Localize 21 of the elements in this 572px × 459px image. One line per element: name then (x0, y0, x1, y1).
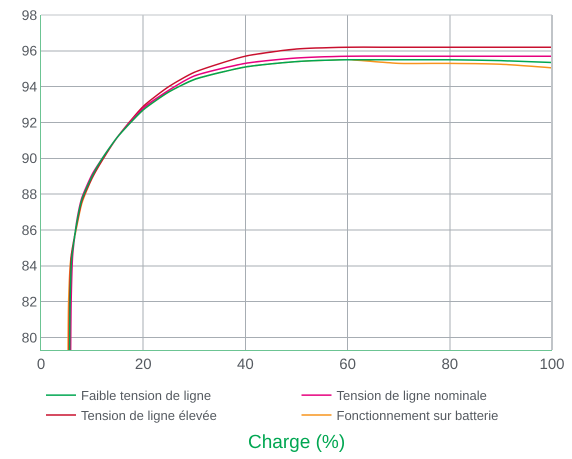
x-tick-label: 80 (441, 356, 458, 373)
y-tick-label: 80 (22, 329, 38, 346)
y-tick-label: 92 (22, 114, 38, 130)
y-tick-label: 86 (22, 222, 38, 238)
x-tick-label: 100 (539, 356, 565, 373)
y-tick-label: 98 (22, 6, 38, 23)
y-tick-label: 94 (22, 78, 38, 95)
legend-label: Fonctionnement sur batterie (336, 408, 498, 424)
y-tick-label: 84 (22, 258, 38, 274)
legend-label: Faible tension de ligne (81, 388, 212, 404)
x-axis-title: Charge (%) (248, 432, 346, 453)
y-tick-label: 90 (22, 150, 38, 166)
x-tick-label: 40 (237, 356, 254, 373)
y-tick-label: 88 (22, 186, 38, 202)
x-tick-label: 60 (339, 356, 356, 373)
x-tick-label: 0 (36, 356, 46, 373)
y-tick-label: 96 (22, 42, 38, 59)
y-tick-label: 82 (22, 294, 38, 310)
x-tick-label: 20 (134, 356, 152, 373)
legend-label: Tension de ligne élevée (81, 408, 217, 424)
legend-label: Tension de ligne nominale (336, 388, 487, 404)
